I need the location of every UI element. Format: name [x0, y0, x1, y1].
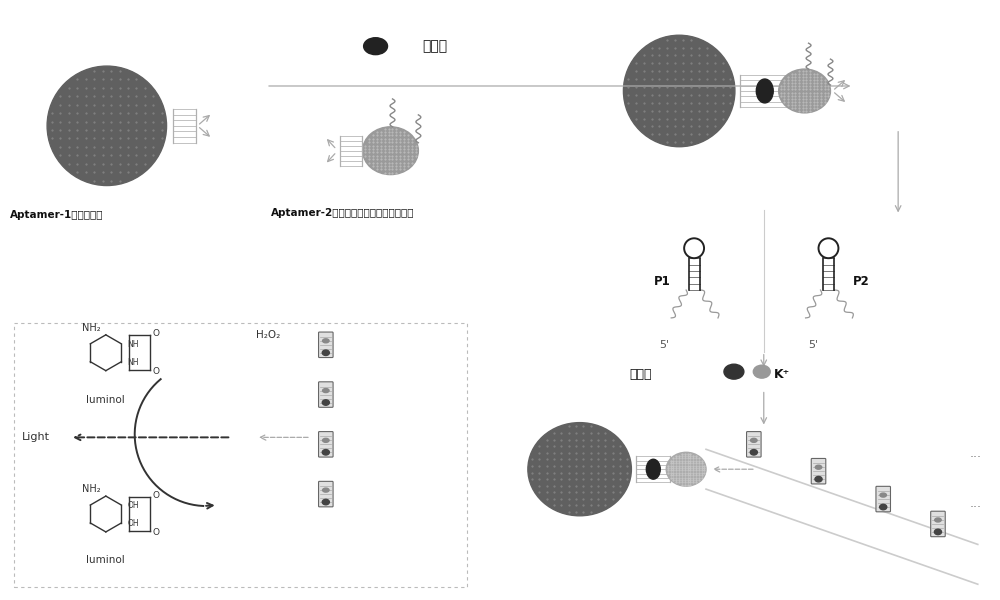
Ellipse shape — [364, 38, 388, 55]
Text: 血红素: 血红素 — [629, 368, 652, 380]
Ellipse shape — [880, 493, 886, 497]
Text: 5': 5' — [659, 340, 669, 350]
Ellipse shape — [47, 66, 167, 185]
Text: 凝血酶: 凝血酶 — [422, 39, 447, 53]
Ellipse shape — [756, 79, 773, 103]
Ellipse shape — [363, 127, 418, 175]
FancyBboxPatch shape — [811, 458, 826, 484]
Ellipse shape — [753, 365, 770, 378]
Text: Aptamer-1功能化微球: Aptamer-1功能化微球 — [10, 211, 104, 220]
Ellipse shape — [751, 439, 757, 442]
FancyBboxPatch shape — [319, 382, 333, 407]
Text: O: O — [153, 529, 160, 538]
Text: Aptamer-2和引发探针功能化金纳米飕粒: Aptamer-2和引发探针功能化金纳米飕粒 — [271, 208, 415, 218]
Text: luminol: luminol — [86, 555, 125, 565]
FancyBboxPatch shape — [931, 511, 945, 536]
Text: P1: P1 — [654, 275, 671, 288]
Ellipse shape — [322, 350, 329, 355]
Text: 5': 5' — [809, 340, 819, 350]
Ellipse shape — [322, 400, 329, 405]
Text: NH₂: NH₂ — [82, 323, 101, 333]
FancyBboxPatch shape — [747, 431, 761, 457]
Text: ...: ... — [970, 447, 982, 460]
Text: OH: OH — [128, 519, 139, 528]
FancyBboxPatch shape — [319, 481, 333, 507]
Ellipse shape — [323, 339, 329, 343]
Ellipse shape — [322, 449, 329, 455]
Text: NH: NH — [128, 340, 139, 349]
Ellipse shape — [935, 518, 941, 522]
Ellipse shape — [934, 529, 942, 535]
Ellipse shape — [323, 439, 329, 442]
FancyBboxPatch shape — [876, 487, 890, 512]
Text: Light: Light — [22, 433, 50, 442]
Ellipse shape — [880, 504, 887, 510]
FancyBboxPatch shape — [319, 431, 333, 457]
Text: NH₂: NH₂ — [82, 484, 101, 494]
Ellipse shape — [322, 499, 329, 505]
Text: K⁺: K⁺ — [774, 368, 790, 380]
Text: O: O — [153, 367, 160, 376]
Ellipse shape — [528, 422, 631, 516]
Text: ...: ... — [970, 497, 982, 510]
Ellipse shape — [750, 449, 757, 455]
Ellipse shape — [724, 364, 744, 379]
Text: luminol: luminol — [86, 395, 125, 404]
Text: NH: NH — [128, 358, 139, 367]
Ellipse shape — [815, 465, 822, 469]
Ellipse shape — [815, 476, 822, 482]
Text: O: O — [153, 491, 160, 500]
Ellipse shape — [623, 35, 735, 147]
Text: O: O — [153, 329, 160, 338]
Ellipse shape — [323, 389, 329, 392]
Ellipse shape — [646, 459, 660, 479]
FancyBboxPatch shape — [319, 332, 333, 358]
Text: OH: OH — [128, 501, 139, 510]
Text: P2: P2 — [853, 275, 870, 288]
Ellipse shape — [323, 488, 329, 492]
Bar — [14, 323, 467, 587]
Ellipse shape — [779, 69, 830, 113]
Ellipse shape — [666, 452, 706, 486]
Text: H₂O₂: H₂O₂ — [256, 330, 280, 340]
